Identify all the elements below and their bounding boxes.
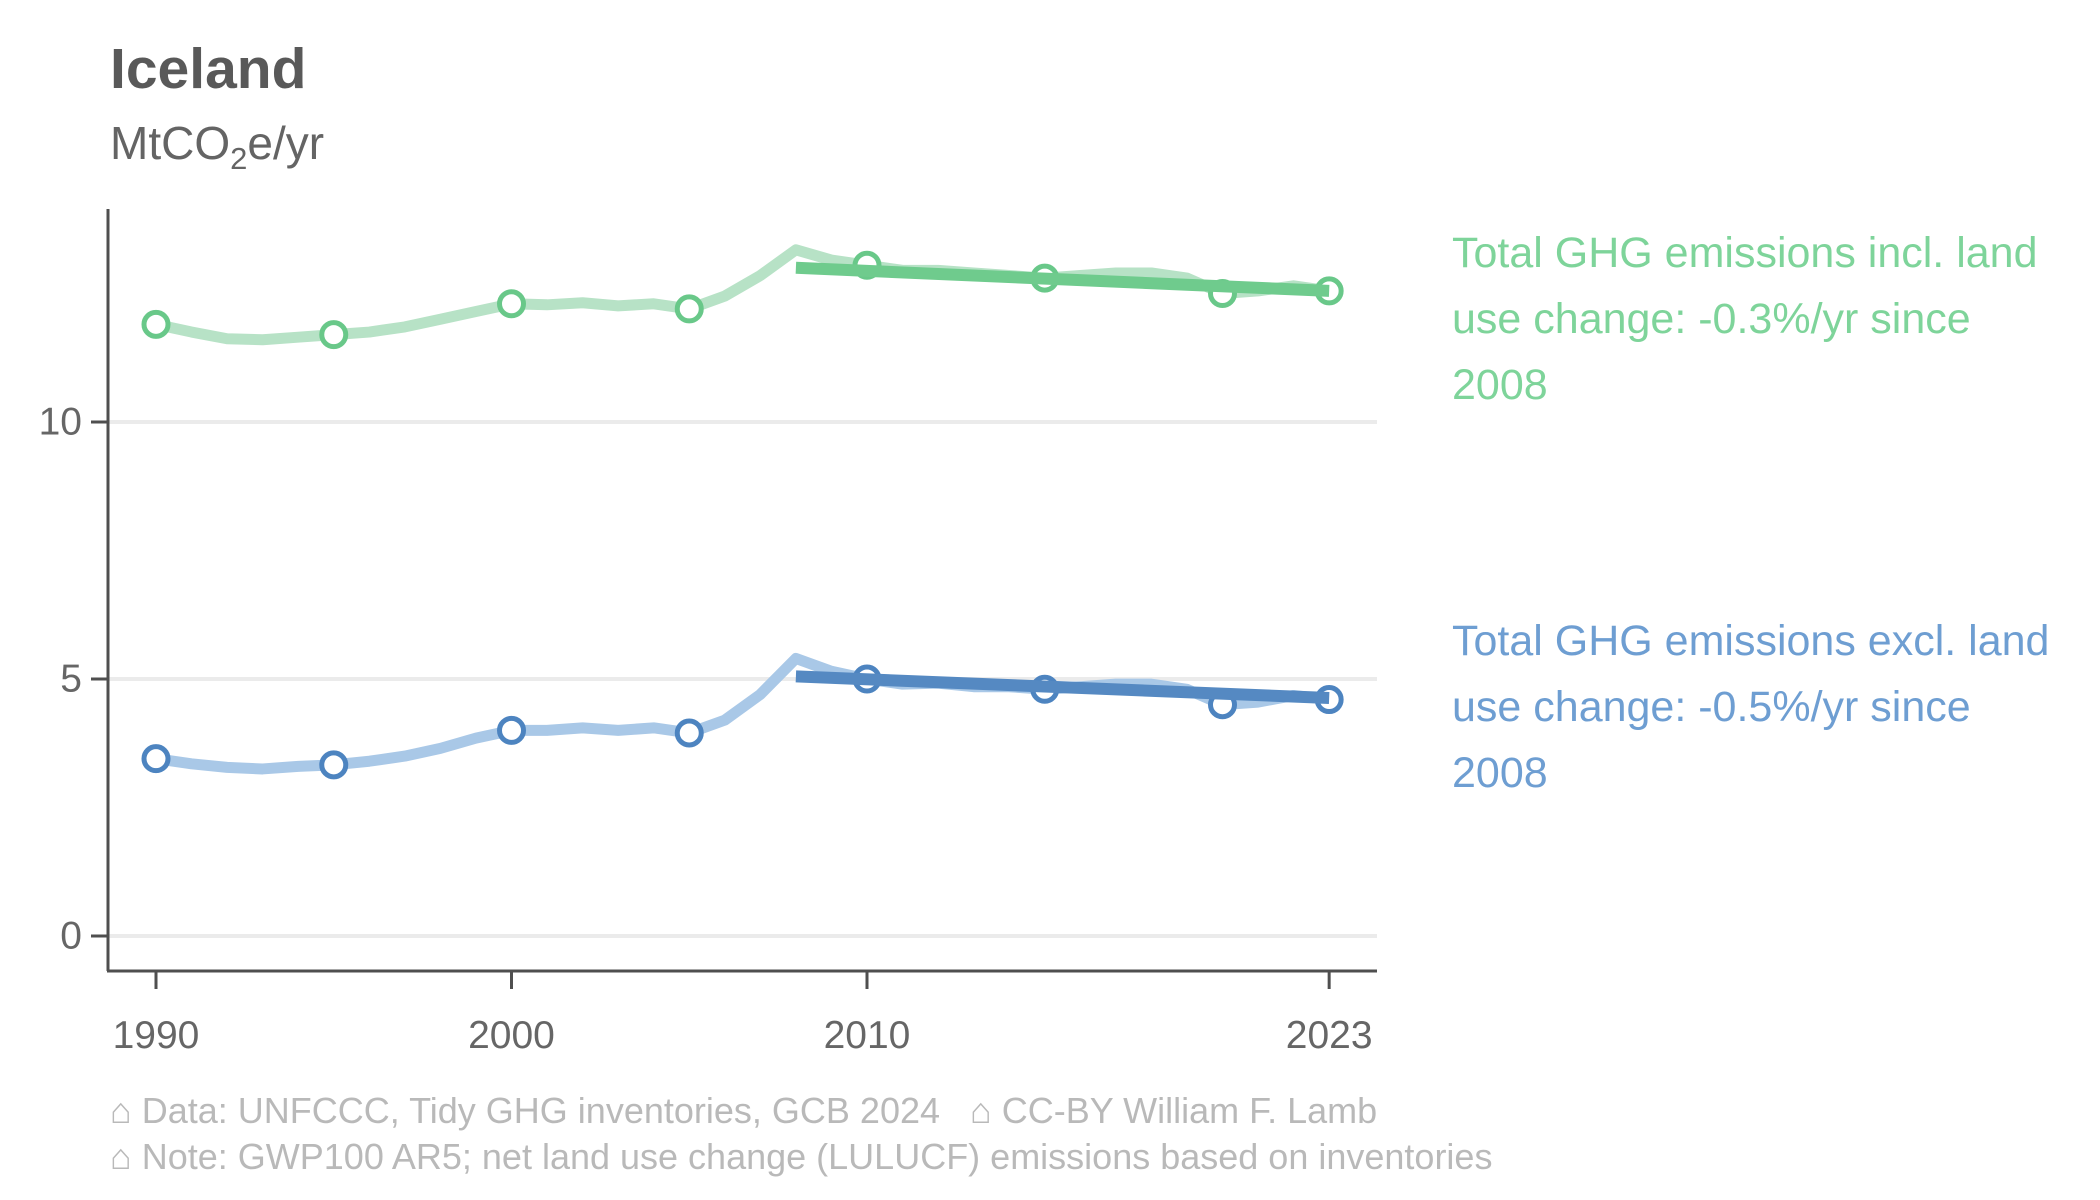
x-tick-label: 2023 bbox=[1286, 1014, 1373, 1057]
y-tick-label: 5 bbox=[60, 658, 82, 701]
data-point-marker bbox=[674, 294, 704, 324]
footer-source-line: ⌂ Data: UNFCCC, Tidy GHG inventories, GC… bbox=[110, 1090, 1378, 1131]
x-tick-label: 1990 bbox=[113, 1014, 200, 1057]
footer-note-line: ⌂ Note: GWP100 AR5; net land use change … bbox=[110, 1136, 1493, 1177]
data-point-marker bbox=[141, 744, 171, 774]
legend-incl-land-use: Total GHG emissions incl. land use chang… bbox=[1452, 229, 2038, 409]
data-point-marker bbox=[674, 718, 704, 748]
unit-prefix: MtCO bbox=[110, 117, 231, 169]
x-tick-label: 2010 bbox=[824, 1014, 911, 1057]
chart-unit-label: MtCO2e/yr bbox=[110, 116, 324, 177]
data-point-marker bbox=[497, 289, 526, 319]
series-excl-luc bbox=[141, 652, 1344, 780]
unit-subscript: 2 bbox=[230, 141, 248, 177]
data-line bbox=[150, 244, 1335, 346]
trend-line bbox=[795, 261, 1330, 297]
legend-excl-land-use: Total GHG emissions excl. land use chang… bbox=[1452, 617, 2050, 797]
y-tick-label: 10 bbox=[39, 401, 82, 444]
data-point-marker bbox=[319, 750, 349, 780]
tick-marks-and-labels: 0 5 10 1990 2000 2010 2023 bbox=[39, 401, 1373, 1058]
trend-line bbox=[795, 670, 1330, 705]
data-point-marker bbox=[319, 320, 349, 350]
x-tick-label: 2000 bbox=[468, 1014, 555, 1057]
unit-suffix: e/yr bbox=[247, 117, 325, 169]
chart-title: Iceland bbox=[110, 37, 307, 101]
data-point-marker bbox=[141, 309, 171, 339]
data-point-marker bbox=[497, 715, 526, 745]
axes bbox=[106, 209, 1377, 973]
y-tick-label: 0 bbox=[60, 915, 82, 958]
gridlines bbox=[108, 420, 1377, 938]
series-incl-luc bbox=[141, 244, 1344, 350]
